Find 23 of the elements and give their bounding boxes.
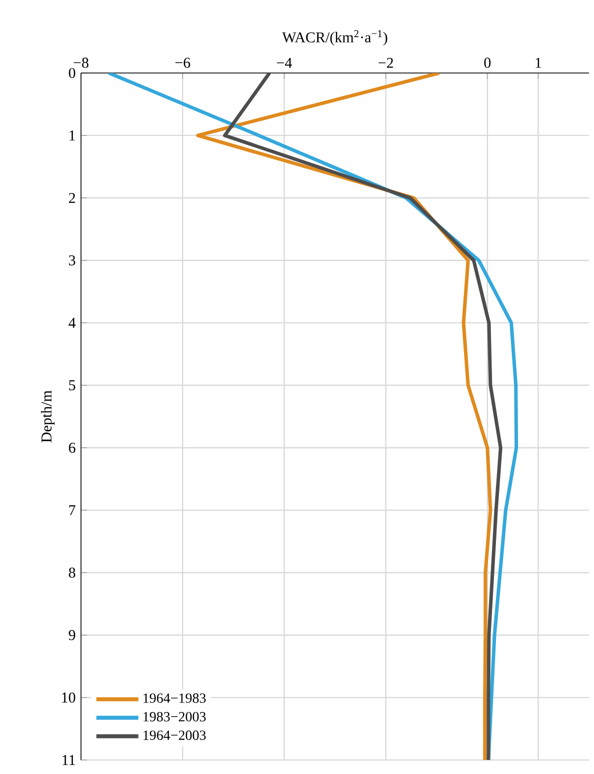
legend-label: 1983−2003: [144, 712, 206, 722]
x-tick-label: 1: [536, 58, 542, 68]
legend-label: 1964−1983: [144, 693, 206, 703]
x-tick-label: 0: [484, 58, 491, 68]
y-axis-title: Depth/m: [41, 390, 55, 442]
y-tick-label: 1: [70, 130, 75, 140]
x-tick-label: −8: [74, 58, 88, 68]
y-tick-label: 10: [62, 692, 76, 703]
x-axis-title: WACR/(km$^{2}$·a$^{−1}$): [282, 30, 388, 46]
y-tick-label: 0: [68, 68, 76, 78]
x-tick-label: −2: [378, 58, 393, 68]
y-tick-label: 3: [69, 255, 76, 266]
y-tick-label: 5: [69, 380, 76, 390]
legend-label: 1964−2003: [144, 730, 206, 740]
y-tick-label: 11: [62, 755, 75, 765]
y-tick-label: 8: [68, 568, 76, 578]
y-tick-label: 6: [68, 442, 76, 453]
x-tick-label: −6: [175, 58, 190, 68]
y-tick-label: 7: [69, 505, 76, 516]
y-tick-label: 4: [68, 318, 76, 328]
x-tick-label: −4: [276, 58, 292, 68]
y-tick-label: 9: [68, 630, 76, 640]
y-tick-label: 2: [68, 192, 75, 203]
